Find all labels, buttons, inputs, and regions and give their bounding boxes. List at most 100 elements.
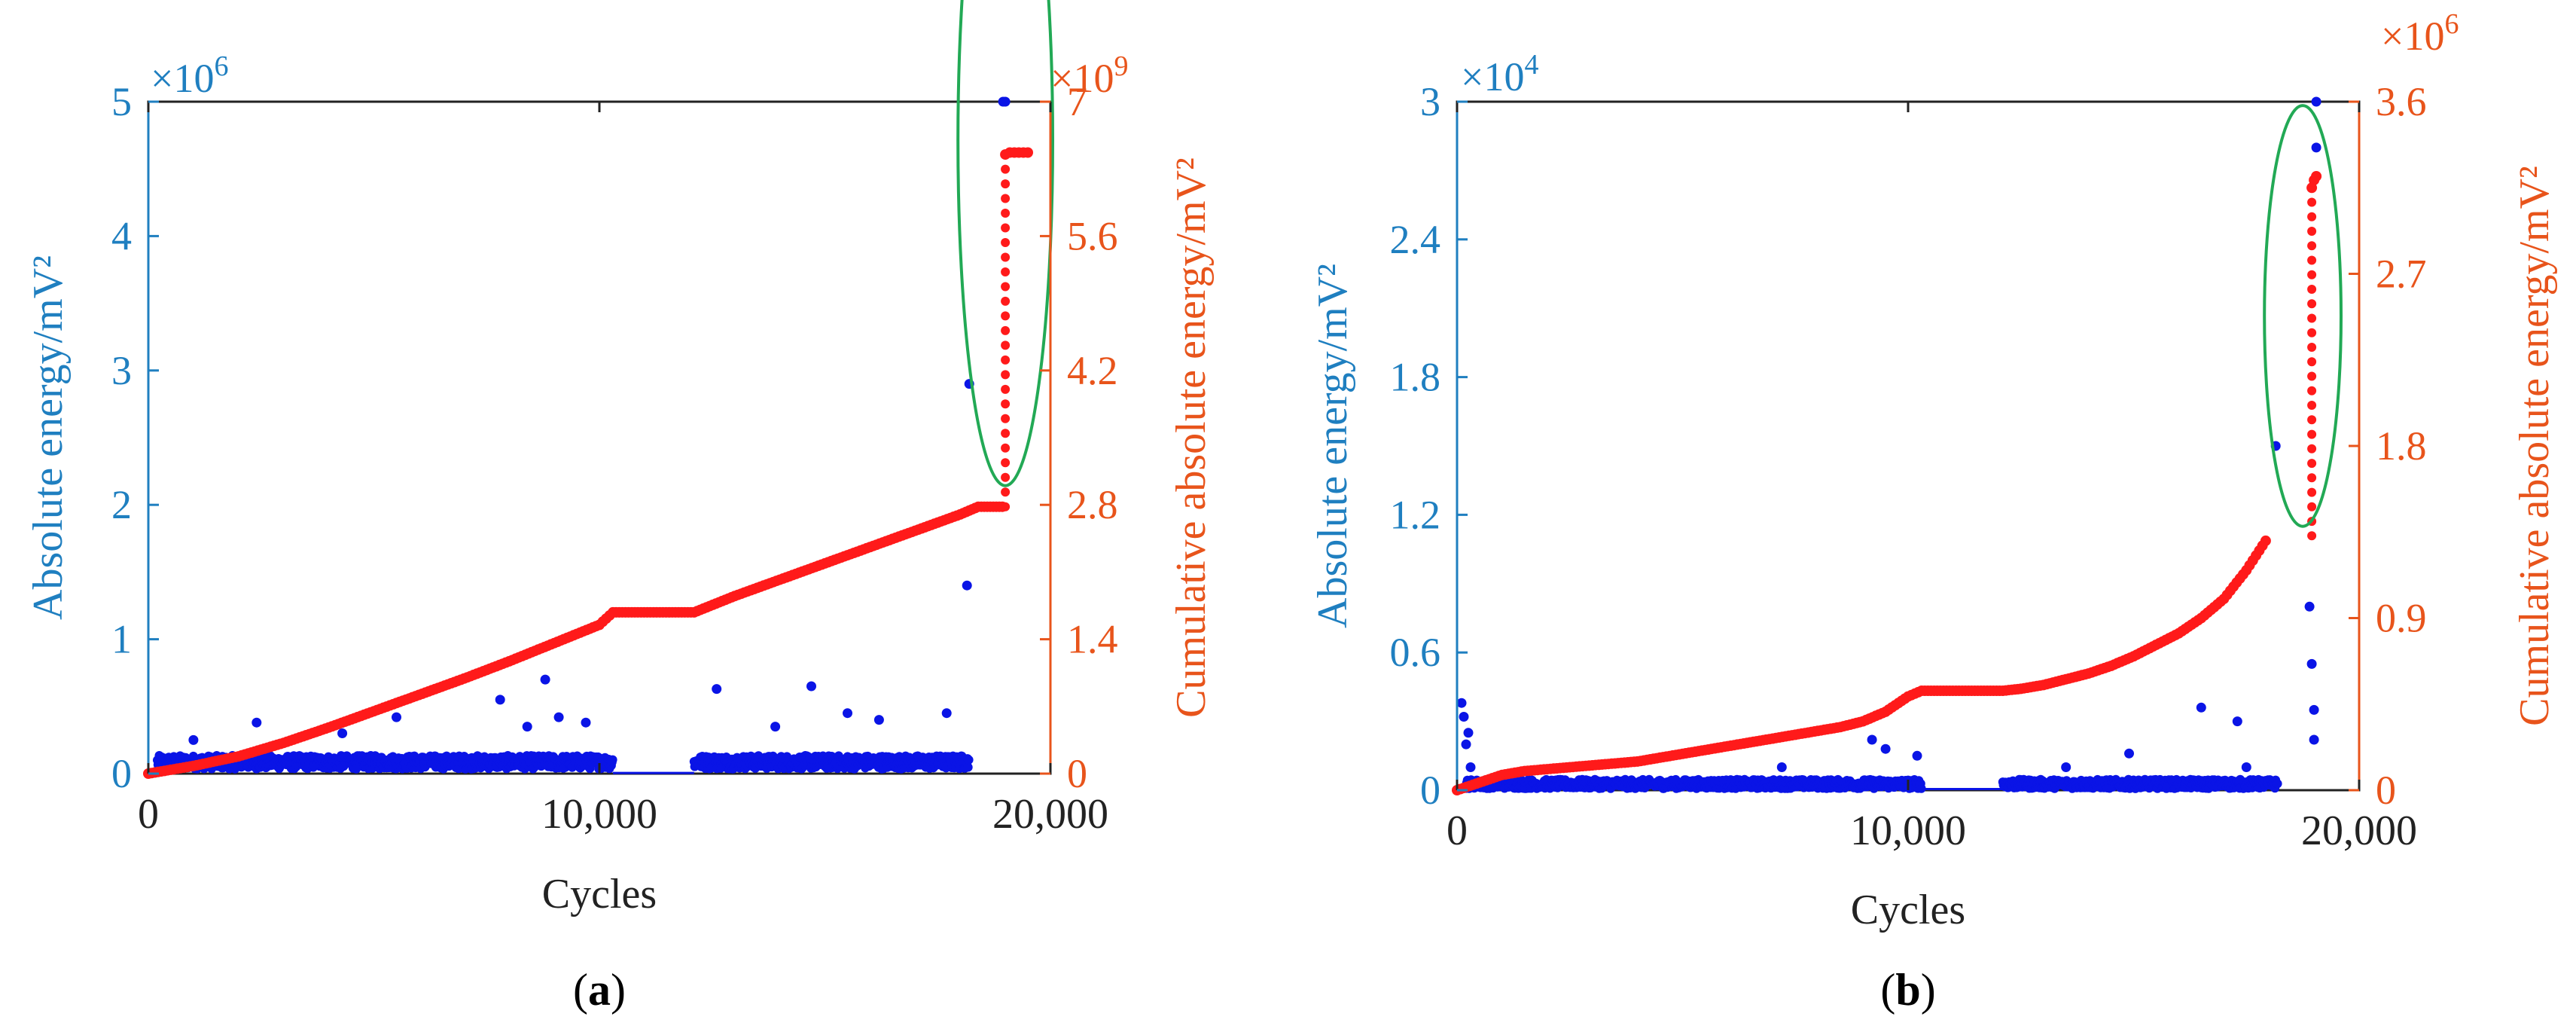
x-axis-label-a: Cycles xyxy=(542,871,657,918)
y-right-tick-label: 4.2 xyxy=(1067,348,1118,393)
absolute-energy-point xyxy=(2311,96,2321,107)
cumulative-jump-point xyxy=(1001,370,1011,380)
absolute-energy-point xyxy=(2309,734,2319,745)
absolute-energy-point xyxy=(1880,743,1891,754)
cumulative-jump-point xyxy=(1001,238,1011,247)
absolute-energy-point xyxy=(941,708,952,719)
baseline-point xyxy=(963,762,973,772)
right-multiplier-a: ×109 xyxy=(1050,50,1128,101)
absolute-energy-point xyxy=(806,681,816,692)
cumulative-jump-point xyxy=(2307,197,2317,207)
x-axis-label-b: Cycles xyxy=(1851,887,1965,933)
y-right-tick-label: 5.6 xyxy=(1067,213,1118,258)
cumulative-jump-point xyxy=(1001,355,1011,365)
y-left-tick-label: 3 xyxy=(111,348,132,393)
cumulative-jump-point xyxy=(1001,429,1011,438)
y-right-tick-label: 3.6 xyxy=(2376,79,2427,124)
chart-panel-b: 0 10,000 20,00000.61.21.82.4300.91.82.73.6… xyxy=(1309,8,2558,1015)
cumulative-jump-point xyxy=(1001,282,1011,292)
y-right-tick-label: 1.8 xyxy=(2376,423,2427,469)
cumulative-jump-point xyxy=(1001,325,1011,335)
absolute-energy-point xyxy=(337,728,348,738)
absolute-energy-point xyxy=(2124,748,2134,759)
y-axis-label-right-a: Cumulative absolute energy/mV² xyxy=(1168,157,1215,718)
y-left-tick-label: 3 xyxy=(1420,79,1440,124)
cumulative-top-point xyxy=(2311,171,2322,182)
y-left-tick-label: 0.6 xyxy=(1390,630,1441,675)
y-left-tick-label: 2 xyxy=(111,482,132,527)
absolute-energy-point xyxy=(843,708,852,719)
absolute-energy-point xyxy=(1776,762,1787,772)
x-tick-label: 20,000 xyxy=(992,791,1108,838)
cumulative-jump-point xyxy=(1001,502,1011,511)
cumulative-jump-point xyxy=(2307,343,2317,352)
highlight-ellipse-b xyxy=(2263,104,2343,528)
absolute-energy-point xyxy=(252,717,262,728)
cumulative-jump-point xyxy=(2307,386,2317,395)
x-tick-label: 10,000 xyxy=(541,791,657,838)
cumulative-jump-point xyxy=(1001,223,1011,233)
cumulative-jump-point xyxy=(2307,227,2317,236)
absolute-energy-point xyxy=(392,712,401,722)
cumulative-jump-point xyxy=(2307,299,2317,309)
x-tick-label: 0 xyxy=(1447,808,1468,854)
cumulative-jump-point xyxy=(2307,270,2317,279)
cumulative-jump-point xyxy=(2307,357,2317,367)
cumulative-jump-point xyxy=(1001,384,1011,394)
cumulative-jump-point xyxy=(1001,179,1011,189)
cumulative-jump-point xyxy=(2307,429,2317,439)
cumulative-jump-point xyxy=(2307,401,2317,410)
cumulative-jump-point xyxy=(2307,487,2317,497)
cumulative-jump-point xyxy=(2307,255,2317,265)
plot-frame-b xyxy=(1456,100,2361,792)
absolute-energy-point xyxy=(553,712,564,722)
x-tick-label: 20,000 xyxy=(2301,808,2417,854)
absolute-energy-point xyxy=(712,684,722,695)
absolute-energy-point xyxy=(2311,142,2321,153)
baseline-point xyxy=(964,755,974,765)
absolute-energy-point xyxy=(2309,704,2319,715)
cumulative-series-a xyxy=(143,147,1033,779)
y-left-tick-label: 4 xyxy=(111,213,132,258)
baseline-band-b xyxy=(1462,774,2282,793)
left-multiplier-b: ×104 xyxy=(1461,49,1538,99)
baseline-point xyxy=(2273,779,2282,789)
plot-frame-a xyxy=(147,100,1052,775)
absolute-energy-point xyxy=(540,674,550,685)
y-axis-label-right-b: Cumulative absolute energy/mV² xyxy=(2511,166,2558,726)
cumulative-jump-point xyxy=(1001,252,1011,262)
left-multiplier-a: ×106 xyxy=(151,50,228,101)
baseline-point xyxy=(1916,783,1926,793)
cumulative-jump-point xyxy=(2307,212,2317,221)
y-left-tick-label: 0 xyxy=(1420,768,1440,813)
absolute-energy-point xyxy=(1461,739,1471,750)
absolute-energy-point xyxy=(1867,734,1877,745)
cumulative-jump-point xyxy=(1001,443,1011,453)
absolute-energy-series-b xyxy=(1456,96,2321,772)
cumulative-jump-point xyxy=(1001,472,1011,482)
absolute-energy-point xyxy=(188,734,199,745)
cumulative-jump-point xyxy=(1001,164,1011,174)
highlight-ellipse-a xyxy=(956,0,1054,487)
x-tick-label: 10,000 xyxy=(1850,808,1966,854)
y-right-tick-label: 0.9 xyxy=(2376,596,2427,641)
absolute-energy-point xyxy=(1000,96,1011,107)
y-left-tick-label: 0 xyxy=(111,751,132,796)
cumulative-jump-point xyxy=(2307,285,2317,294)
cumulative-jump-point xyxy=(1001,340,1011,350)
y-right-tick-label: 0 xyxy=(1067,751,1087,796)
absolute-energy-point xyxy=(1463,728,1474,738)
absolute-energy-point xyxy=(2232,716,2242,727)
cumulative-jump-point xyxy=(1001,458,1011,468)
cumulative-jump-point xyxy=(2307,459,2317,469)
y-right-tick-label: 0 xyxy=(2376,768,2396,813)
cumulative-jump-point xyxy=(2307,502,2317,511)
absolute-energy-point xyxy=(962,580,972,591)
y-right-tick-label: 2.8 xyxy=(1067,482,1118,527)
panel-label-a: (a) xyxy=(573,965,626,1015)
absolute-energy-point xyxy=(2196,702,2206,713)
y-left-tick-label: 5 xyxy=(111,79,132,124)
absolute-energy-point xyxy=(770,722,781,732)
